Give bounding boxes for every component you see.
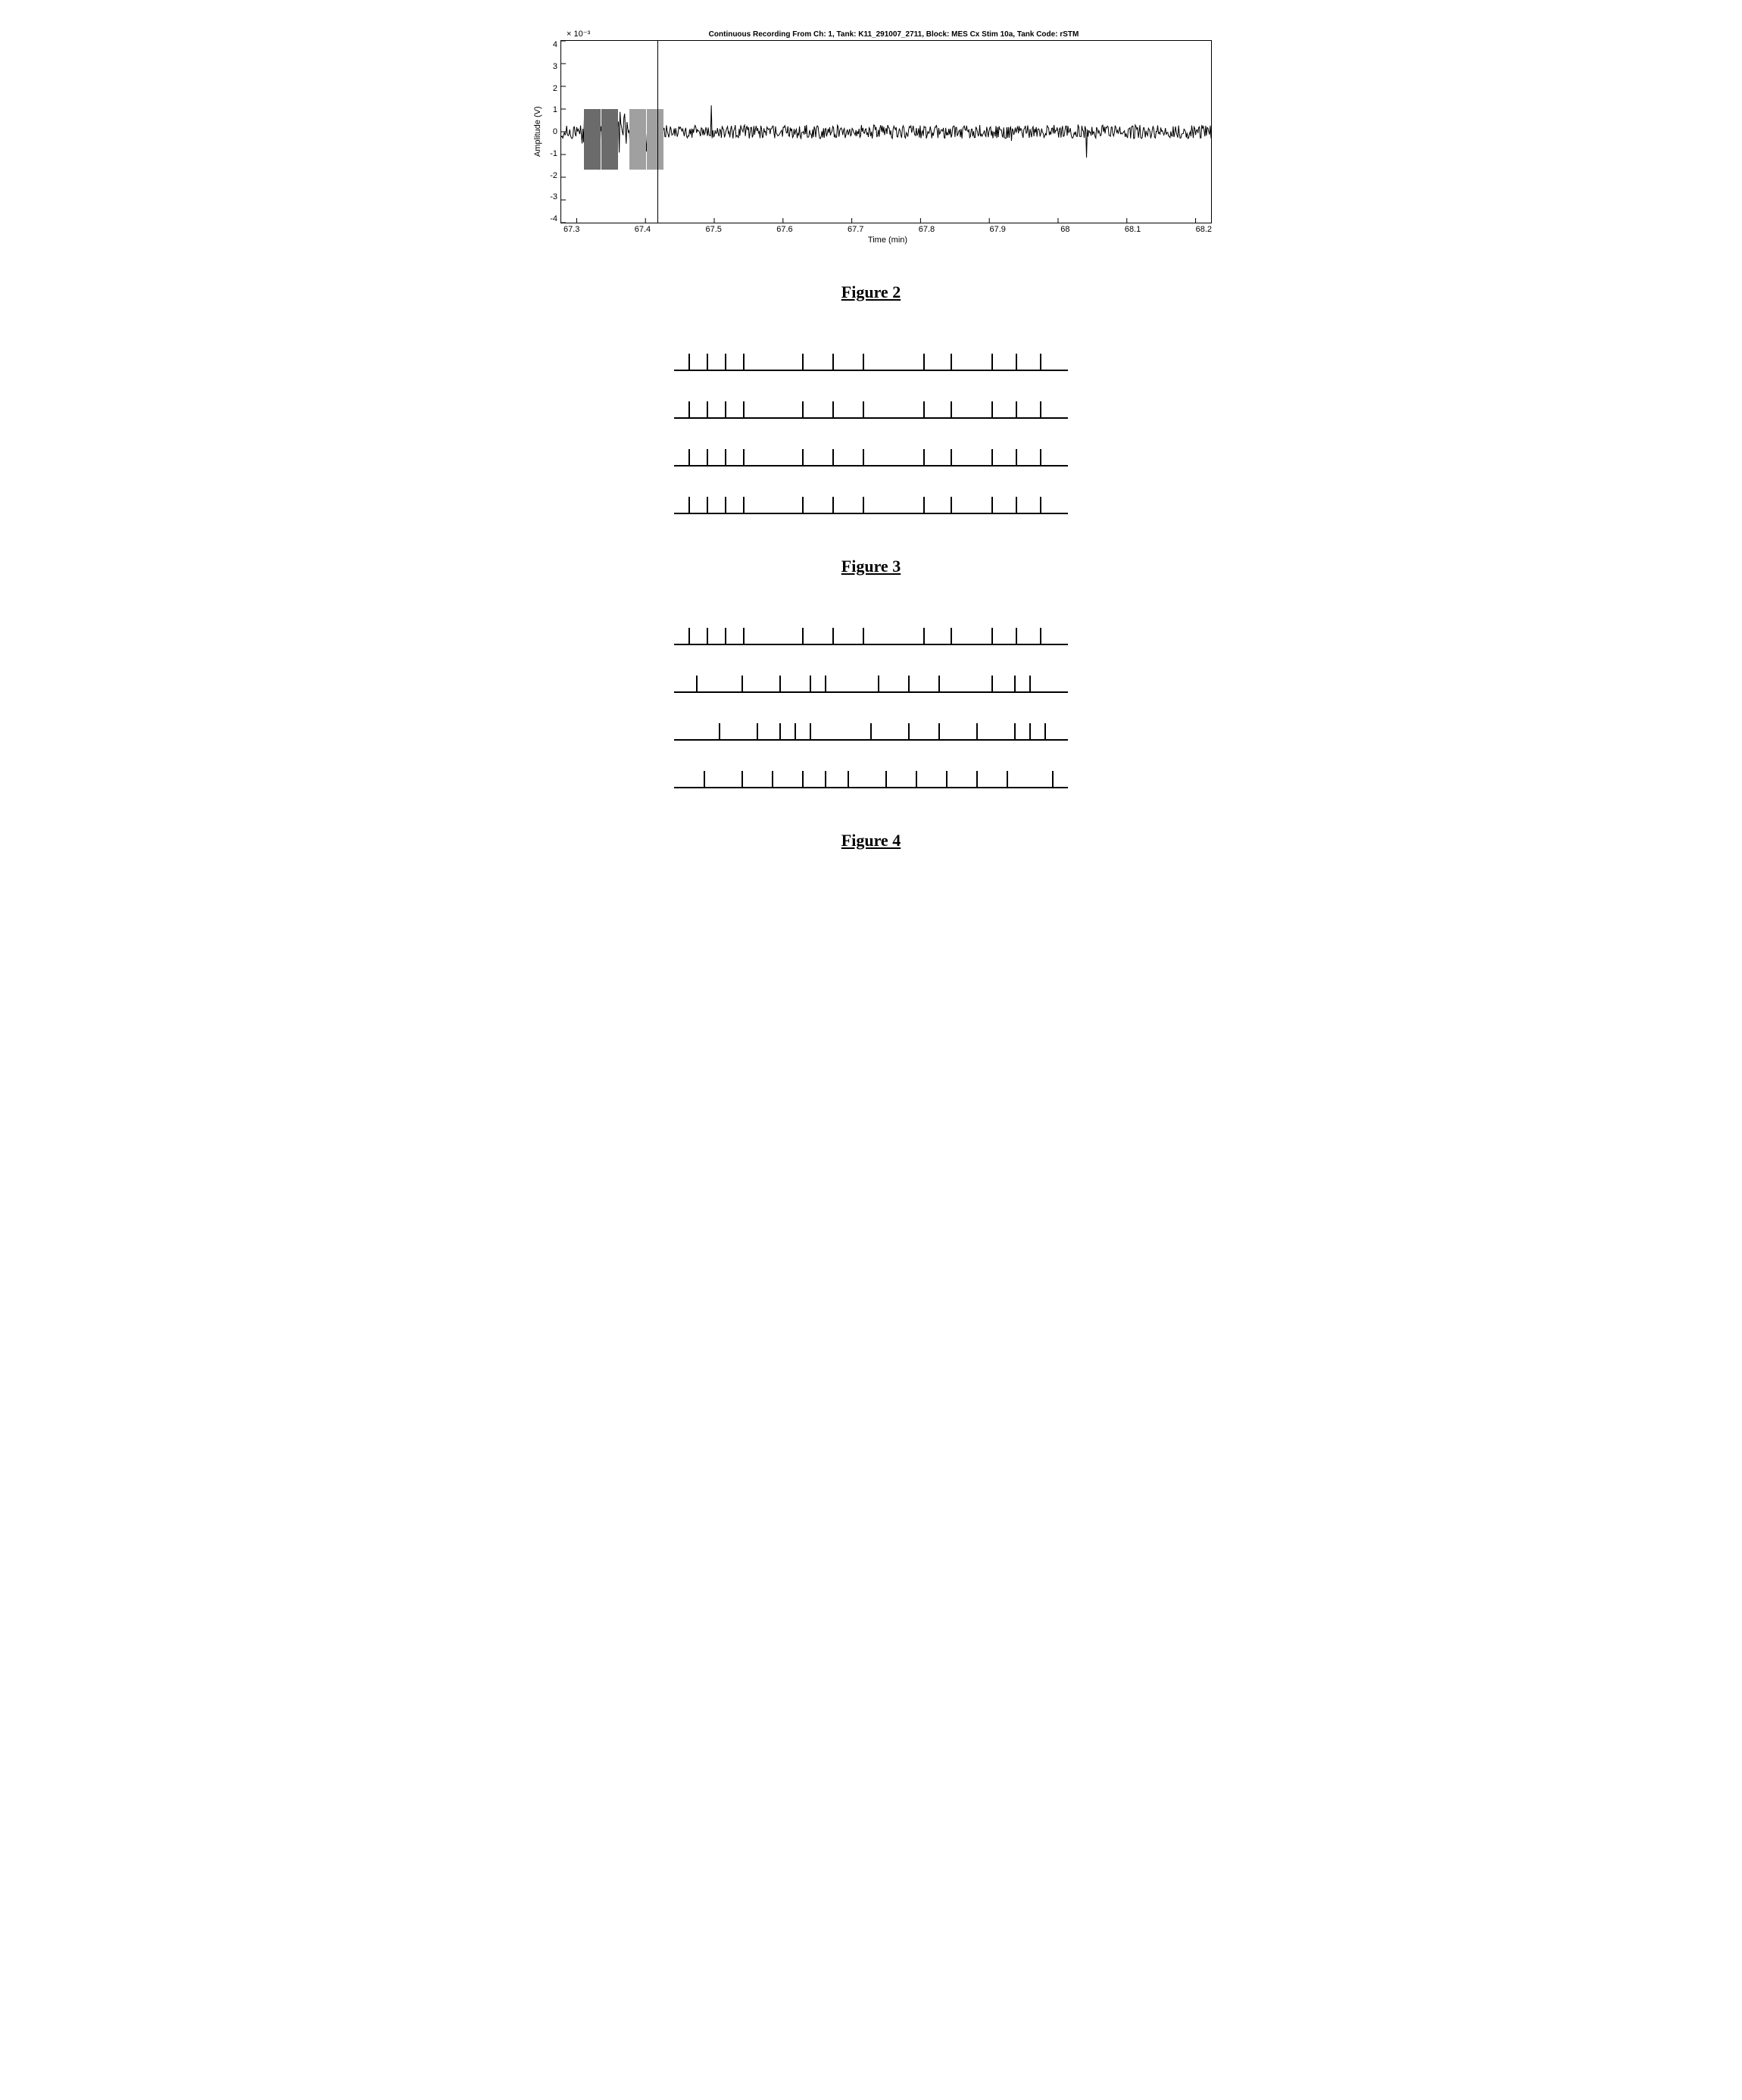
x-tick-label: 67.8 (919, 225, 935, 234)
stimulus-block (584, 109, 601, 170)
chart-title: Continuous Recording From Ch: 1, Tank: K… (576, 30, 1212, 39)
y-tick-label: 4 (542, 40, 557, 49)
y-tick-label: 1 (542, 105, 557, 114)
event-marker-line (657, 41, 658, 223)
x-tick-label: 67.5 (706, 225, 722, 234)
x-tick-label: 67.7 (848, 225, 863, 234)
pulse-train-svg (674, 669, 1068, 694)
x-tick-label: 68.1 (1125, 225, 1141, 234)
pulse-train-row (674, 765, 1068, 793)
figure-4-block: Figure 4 (76, 622, 1666, 850)
figure-2-block: × 10⁻³ Continuous Recording From Ch: 1, … (76, 30, 1666, 302)
y-ticks: 4 3 2 1 0 -1 -2 -3 -4 (542, 40, 560, 223)
pulse-train-row (674, 491, 1068, 519)
y-tick-label: -4 (542, 214, 557, 223)
figure-3-block: Figure 3 (76, 348, 1666, 576)
y-exponent: × 10⁻³ (567, 29, 590, 39)
x-tick-label: 68.2 (1196, 225, 1212, 234)
pulse-train-svg (674, 765, 1068, 789)
x-tick-label: 67.3 (563, 225, 579, 234)
pulse-train-svg (674, 395, 1068, 420)
pulse-train-row (674, 717, 1068, 745)
y-tick-label: -1 (542, 149, 557, 158)
pulse-train-svg (674, 443, 1068, 467)
x-tick-label: 68 (1060, 225, 1069, 234)
pulse-train-row (674, 622, 1068, 650)
figure-2-chart: × 10⁻³ Continuous Recording From Ch: 1, … (530, 30, 1212, 245)
y-tick-label: 2 (542, 84, 557, 93)
figure-2-caption: Figure 2 (76, 282, 1666, 302)
pulse-train-svg (674, 717, 1068, 741)
y-tick-label: 3 (542, 62, 557, 71)
pulse-train-row (674, 348, 1068, 376)
y-tick-label: -2 (542, 171, 557, 180)
figure-3-caption: Figure 3 (76, 557, 1666, 576)
y-axis-label: Amplitude (V) (530, 40, 542, 223)
x-axis-label: Time (min) (563, 236, 1212, 245)
figure-4-caption: Figure 4 (76, 831, 1666, 850)
x-tick-label: 67.6 (776, 225, 792, 234)
pulse-train-row (674, 395, 1068, 423)
x-ticks: 67.3 67.4 67.5 67.6 67.7 67.8 67.9 68 68.1 68.2 (563, 225, 1212, 234)
x-tick-label: 67.9 (990, 225, 1006, 234)
pulse-train-svg (674, 491, 1068, 515)
stimulus-block (601, 109, 618, 170)
x-tick-label: 67.4 (635, 225, 651, 234)
stimulus-block (647, 109, 663, 170)
y-tick-label: 0 (542, 127, 557, 136)
plot-area (560, 40, 1212, 223)
pulse-train-svg (674, 622, 1068, 646)
pulse-train-svg (674, 348, 1068, 372)
pulse-train-row (674, 669, 1068, 697)
y-tick-label: -3 (542, 192, 557, 201)
stimulus-block (629, 109, 646, 170)
figure-3-pulses (674, 348, 1068, 519)
pulse-train-row (674, 443, 1068, 471)
figure-4-pulses (674, 622, 1068, 793)
